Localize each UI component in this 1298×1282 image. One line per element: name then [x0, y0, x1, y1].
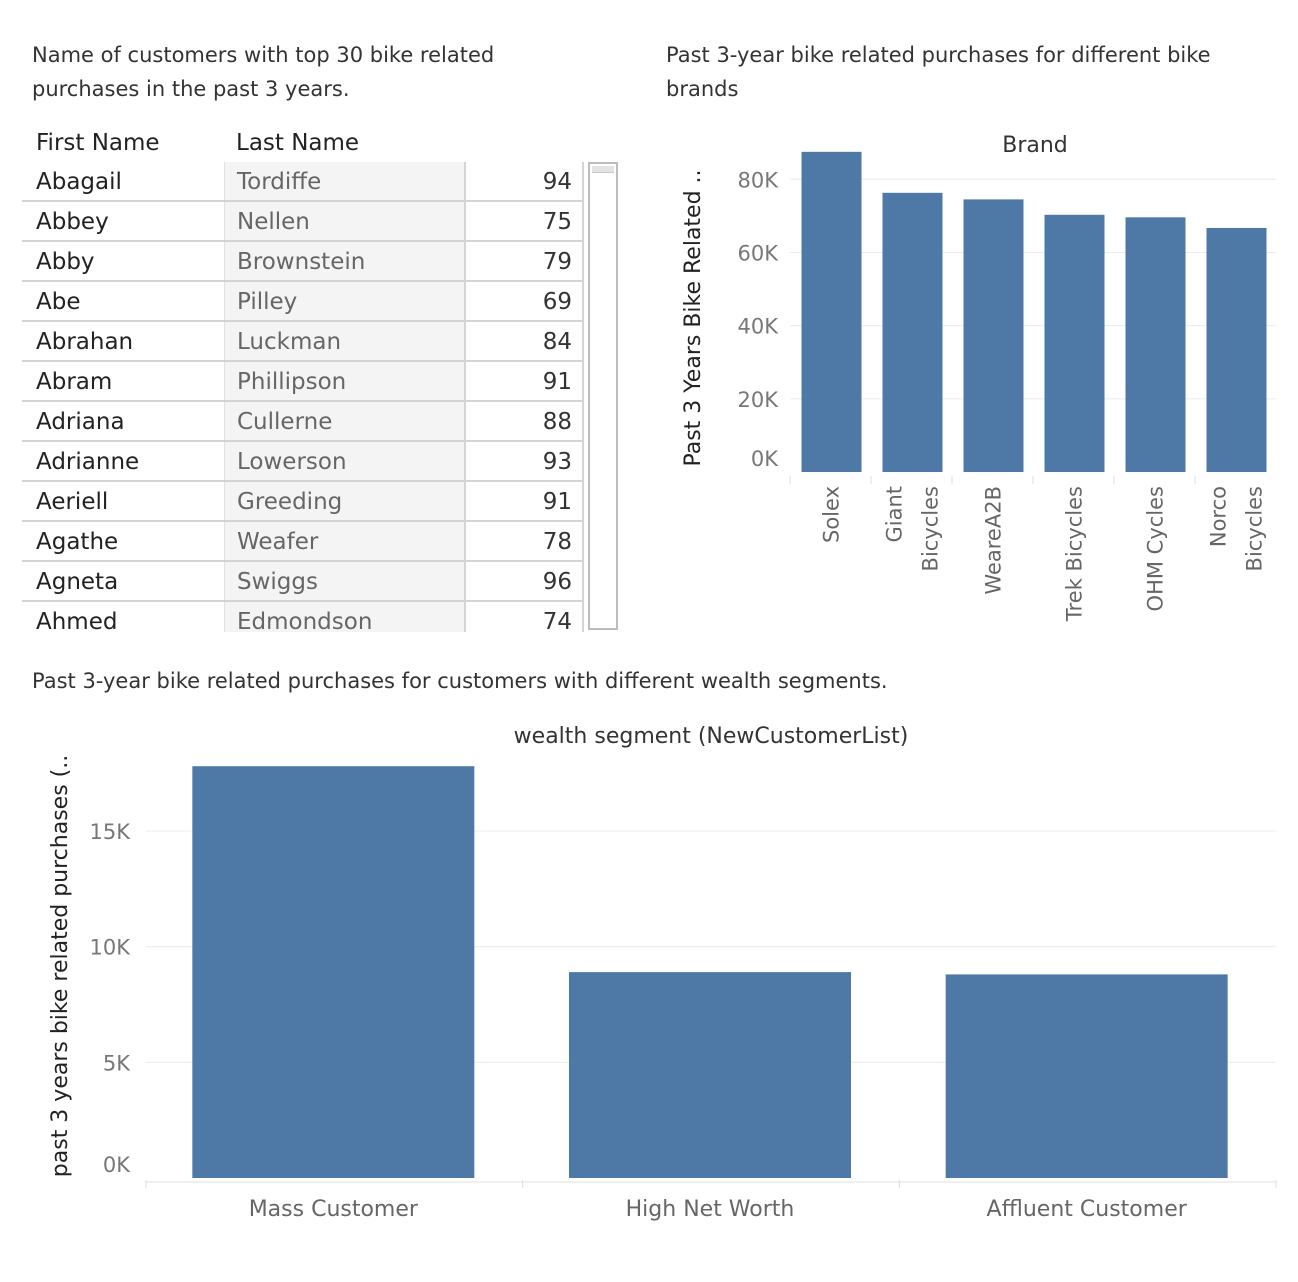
purchases-cell: 88	[464, 402, 584, 440]
brand-y-tick-label: 60K	[738, 241, 780, 265]
first-name-cell: Abby	[22, 242, 224, 280]
brand-x-tick-label: Giant	[883, 486, 907, 543]
wealth-x-tick-label: High Net Worth	[626, 1197, 795, 1222]
brand-x-tick-label: Norco	[1207, 486, 1231, 547]
wealth-x-tick-label: Affluent Customer	[987, 1197, 1188, 1222]
customer-table: First Name Last Name Abagail Tordiffe 94 Ab…	[22, 126, 622, 632]
first-name-cell: Abagail	[22, 162, 224, 200]
table-row[interactable]: Ahmed Edmondson 74	[22, 602, 584, 632]
brand-bar	[1044, 214, 1105, 472]
brand-bar	[963, 199, 1024, 472]
table-header: First Name Last Name	[22, 126, 464, 164]
table-row[interactable]: Abrahan Luckman 84	[22, 322, 584, 362]
last-name-cell: Swiggs	[224, 562, 464, 600]
last-name-cell: Cullerne	[224, 402, 464, 440]
table-row[interactable]: Adriana Cullerne 88	[22, 402, 584, 442]
table-row[interactable]: Abe Pilley 69	[22, 282, 584, 322]
first-name-cell: Abe	[22, 282, 224, 320]
purchases-cell: 94	[464, 162, 584, 200]
wealth-y-tick-label: 10K	[90, 936, 132, 960]
brand-y-tick-label: 80K	[738, 168, 780, 192]
brand-chart-title: Brand	[1002, 133, 1068, 158]
table-row[interactable]: Agneta Swiggs 96	[22, 562, 584, 602]
table-row[interactable]: Abbey Nellen 75	[22, 202, 584, 242]
column-header-first-name[interactable]: First Name	[36, 130, 160, 156]
brand-bar	[1125, 217, 1186, 472]
table-row[interactable]: Abagail Tordiffe 94	[22, 162, 584, 202]
brand-y-tick-label: 0K	[751, 447, 779, 471]
first-name-cell: Ahmed	[22, 602, 224, 632]
purchases-cell: 91	[464, 362, 584, 400]
wealth-y-tick-label: 5K	[103, 1051, 131, 1075]
first-name-cell: Abbey	[22, 202, 224, 240]
brand-x-tick-label: Solex	[820, 486, 844, 543]
wealth-y-tick-label: 0K	[103, 1153, 131, 1177]
last-name-cell: Tordiffe	[224, 162, 464, 200]
brand-x-tick-label: Bicycles	[919, 486, 943, 571]
brand-y-tick-label: 20K	[738, 388, 780, 412]
last-name-cell: Brownstein	[224, 242, 464, 280]
last-name-cell: Lowerson	[224, 442, 464, 480]
last-name-cell: Greeding	[224, 482, 464, 520]
wealth-y-axis-label: past 3 years bike related purchases (..	[48, 755, 73, 1177]
first-name-cell: Agathe	[22, 522, 224, 560]
brand-bar-chart: Brand Past 3 Years Bike Related .. 0K 20K 40…	[681, 133, 1276, 622]
last-name-cell: Luckman	[224, 322, 464, 360]
table-row[interactable]: Abram Phillipson 91	[22, 362, 584, 402]
last-name-cell: Nellen	[224, 202, 464, 240]
first-name-cell: Aeriell	[22, 482, 224, 520]
wealth-bar	[192, 766, 475, 1178]
purchases-cell: 74	[464, 602, 584, 632]
wealth-y-tick-label: 15K	[90, 820, 132, 844]
wealth-bar	[945, 974, 1228, 1178]
first-name-cell: Adriana	[22, 402, 224, 440]
brand-bar	[1206, 227, 1267, 472]
table-caption: Name of customers with top 30 bike relat…	[32, 43, 495, 101]
table-body: Abagail Tordiffe 94 Abbey Nellen 75 Abby Browns…	[22, 162, 584, 632]
last-name-cell: Weafer	[224, 522, 464, 560]
wealth-segment-bar-chart: wealth segment (NewCustomerList) past 3 y…	[48, 724, 1277, 1222]
purchases-cell: 91	[464, 482, 584, 520]
purchases-cell: 69	[464, 282, 584, 320]
wealth-x-tick-label: Mass Customer	[249, 1197, 419, 1222]
wealth-bar	[569, 972, 851, 1178]
table-row[interactable]: Agathe Weafer 78	[22, 522, 584, 562]
brand-y-axis-label: Past 3 Years Bike Related ..	[681, 169, 706, 466]
last-name-cell: Pilley	[224, 282, 464, 320]
purchases-cell: 75	[464, 202, 584, 240]
brand-bar	[882, 192, 943, 472]
brand-bar	[801, 151, 862, 473]
last-name-cell: Edmondson	[224, 602, 464, 632]
brand-x-tick-label: WeareA2B	[982, 486, 1006, 595]
table-row[interactable]: Abby Brownstein 79	[22, 242, 584, 282]
first-name-cell: Agneta	[22, 562, 224, 600]
purchases-cell: 96	[464, 562, 584, 600]
first-name-cell: Abrahan	[22, 322, 224, 360]
table-scrollbar[interactable]	[588, 162, 618, 630]
column-header-last-name[interactable]: Last Name	[236, 130, 360, 156]
purchases-cell: 93	[464, 442, 584, 480]
brand-x-tick-label: OHM Cycles	[1144, 486, 1168, 611]
brand-x-tick-label: Trek Bicycles	[1063, 486, 1087, 622]
purchases-cell: 84	[464, 322, 584, 360]
purchases-cell: 78	[464, 522, 584, 560]
table-row[interactable]: Aeriell Greeding 91	[22, 482, 584, 522]
brand-y-tick-label: 40K	[738, 315, 780, 339]
last-name-cell: Phillipson	[224, 362, 464, 400]
wealth-chart-caption: Past 3-year bike related purchases for c…	[32, 669, 888, 693]
first-name-cell: Adrianne	[22, 442, 224, 480]
first-name-cell: Abram	[22, 362, 224, 400]
wealth-chart-title: wealth segment (NewCustomerList)	[514, 724, 909, 749]
brand-chart-caption: Past 3-year bike related purchases for d…	[666, 43, 1211, 101]
table-row[interactable]: Adrianne Lowerson 93	[22, 442, 584, 482]
scrollbar-thumb[interactable]	[592, 166, 614, 173]
purchases-cell: 79	[464, 242, 584, 280]
brand-x-tick-label: Bicycles	[1243, 486, 1267, 571]
